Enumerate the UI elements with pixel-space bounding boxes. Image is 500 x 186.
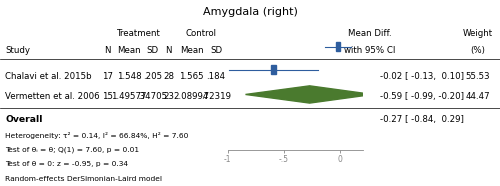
Text: Control: Control (186, 29, 217, 38)
Text: .205: .205 (143, 72, 162, 81)
Text: Amygdala (right): Amygdala (right) (202, 7, 298, 17)
Text: 17: 17 (102, 72, 113, 81)
Text: (%): (%) (470, 46, 485, 55)
Text: Mean: Mean (180, 46, 204, 55)
Text: SD: SD (146, 46, 158, 55)
Text: Test of θ = 0: z = -0.95, p = 0.34: Test of θ = 0: z = -0.95, p = 0.34 (5, 161, 128, 167)
Text: N: N (104, 46, 111, 55)
Text: Overall: Overall (5, 115, 43, 124)
Text: 28: 28 (163, 72, 174, 81)
Text: 1.565: 1.565 (179, 72, 204, 81)
Text: Random-effects DerSimonian-Laird model: Random-effects DerSimonian-Laird model (5, 176, 162, 182)
Text: 2.08994: 2.08994 (174, 92, 209, 101)
Text: Heterogeneity: τ² = 0.14, I² = 66.84%, H² = 7.60: Heterogeneity: τ² = 0.14, I² = 66.84%, H… (5, 132, 188, 139)
Text: Weight: Weight (462, 29, 492, 38)
Text: 55.53: 55.53 (465, 72, 490, 81)
Text: Chalavi et al. 2015b: Chalavi et al. 2015b (5, 72, 92, 81)
Bar (272, 65, 276, 74)
Text: Vermetten et al. 2006: Vermetten et al. 2006 (5, 92, 100, 101)
Text: -0.27 [ -0.84,  0.29]: -0.27 [ -0.84, 0.29] (380, 115, 464, 124)
Text: 15: 15 (102, 92, 113, 101)
Text: with 95% CI: with 95% CI (344, 46, 396, 55)
Text: 1.548: 1.548 (116, 72, 141, 81)
Text: Mean: Mean (117, 46, 141, 55)
Polygon shape (246, 86, 372, 103)
Text: .184: .184 (206, 72, 226, 81)
Text: Study: Study (5, 46, 30, 55)
Text: .34705: .34705 (138, 92, 168, 101)
Text: -0.02 [ -0.13,  0.10]: -0.02 [ -0.13, 0.10] (380, 72, 464, 81)
Text: Treatment: Treatment (117, 29, 161, 38)
Text: 44.47: 44.47 (465, 92, 490, 101)
Text: -0.59 [ -0.99, -0.20]: -0.59 [ -0.99, -0.20] (380, 92, 464, 101)
Text: SD: SD (210, 46, 222, 55)
Text: Test of θᵢ = θ; Q(1) = 7.60, p = 0.01: Test of θᵢ = θ; Q(1) = 7.60, p = 0.01 (5, 147, 139, 153)
Bar (336, 42, 340, 51)
Text: 1.49577: 1.49577 (111, 92, 147, 101)
Text: .72319: .72319 (201, 92, 231, 101)
Text: N: N (165, 46, 172, 55)
Text: Mean Diff.: Mean Diff. (348, 29, 392, 38)
Text: 23: 23 (163, 92, 174, 101)
